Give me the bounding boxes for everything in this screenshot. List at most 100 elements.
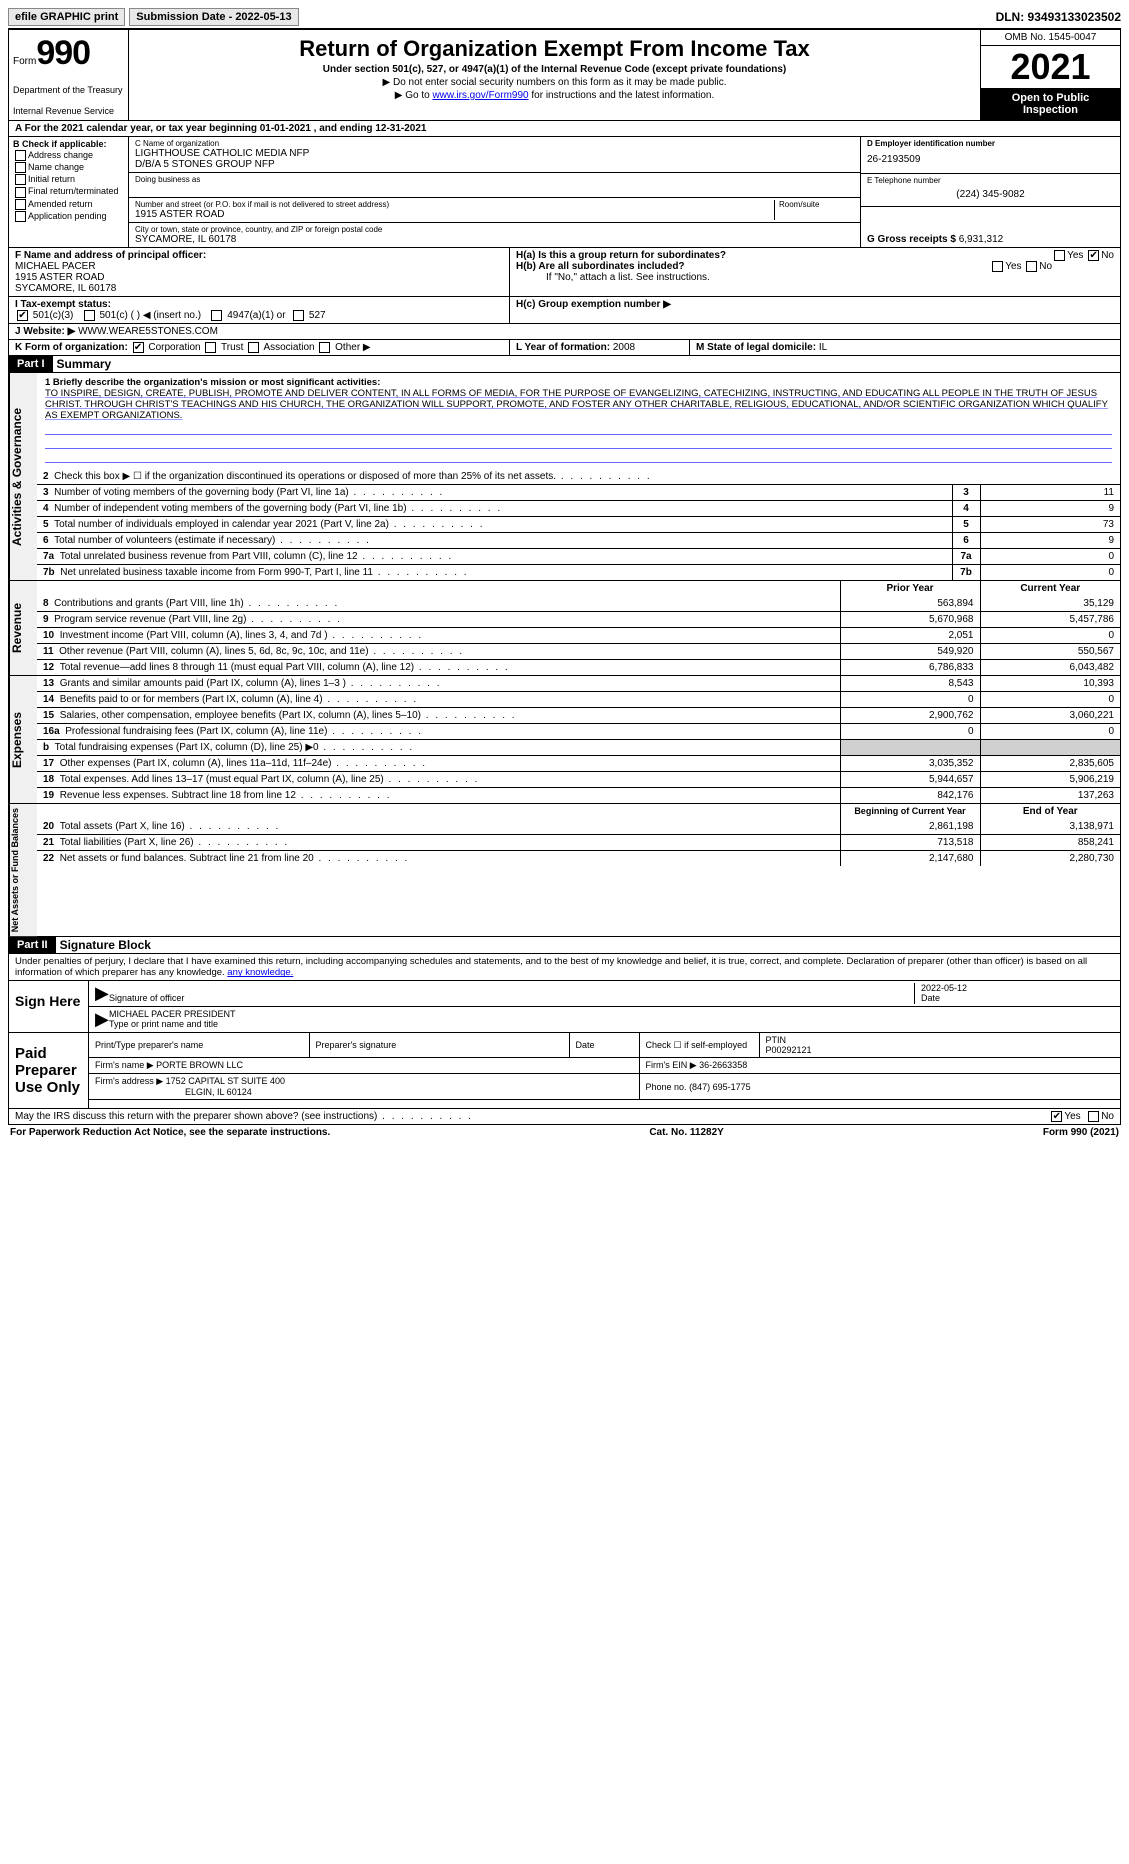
current-value: 3,060,221 (980, 708, 1120, 724)
part2-header: Part II Signature Block (8, 937, 1121, 954)
period-row: A For the 2021 calendar year, or tax yea… (8, 121, 1121, 137)
line-desc: 8 Contributions and grants (Part VIII, l… (37, 596, 840, 612)
page-footer: For Paperwork Reduction Act Notice, see … (8, 1125, 1121, 1140)
prior-value: 0 (840, 692, 980, 708)
line-desc: 7a Total unrelated business revenue from… (37, 549, 952, 565)
line-desc: 20 Total assets (Part X, line 16) (37, 819, 840, 835)
current-value: 3,138,971 (980, 819, 1120, 835)
submission-button[interactable]: Submission Date - 2022-05-13 (129, 8, 298, 26)
officer-printed: MICHAEL PACER PRESIDENT (109, 1009, 236, 1019)
street-label: Number and street (or P.O. box if mail i… (135, 200, 774, 209)
beginning-hdr: Beginning of Current Year (840, 804, 980, 819)
chk-trust[interactable] (205, 342, 216, 353)
goto-line: ▶ Go to www.irs.gov/Form990 for instruct… (137, 90, 972, 101)
chk-other[interactable] (319, 342, 330, 353)
line-desc: 9 Program service revenue (Part VIII, li… (37, 612, 840, 628)
current-value: 0 (980, 628, 1120, 644)
chk-initial-box[interactable] (15, 174, 26, 185)
part1-header: Part I Summary (8, 356, 1121, 373)
discuss-q: May the IRS discuss this return with the… (15, 1111, 473, 1122)
line-desc: 5 Total number of individuals employed i… (37, 517, 952, 533)
row-i: I Tax-exempt status: 501(c)(3) 501(c) ( … (8, 297, 1121, 324)
ptin-value: P00292121 (766, 1045, 812, 1055)
hb-yes[interactable] (992, 261, 1003, 272)
arrow-icon: ▶ (95, 1009, 109, 1030)
warning-line: ▶ Do not enter social security numbers o… (137, 77, 972, 88)
knowledge-link[interactable]: any knowledge. (227, 967, 293, 978)
line-num: 7a (952, 549, 980, 565)
row-j: J Website: ▶ WWW.WEARE5STONES.COM (8, 324, 1121, 340)
line-desc: 15 Salaries, other compensation, employe… (37, 708, 840, 724)
side-revenue: Revenue (9, 581, 37, 675)
line-value: 9 (980, 533, 1120, 549)
current-value: 0 (980, 724, 1120, 740)
rev-hdr-blank (37, 581, 840, 596)
chk-address-box[interactable] (15, 150, 26, 161)
line-desc: 3 Number of voting members of the govern… (37, 485, 952, 501)
officer-label: F Name and address of principal officer: (15, 250, 206, 261)
street-value: 1915 ASTER ROAD (135, 209, 774, 220)
sign-date: 2022-05-12 (921, 983, 967, 993)
prior-value: 5,670,968 (840, 612, 980, 628)
hb-no[interactable] (1026, 261, 1037, 272)
officer-printed-label: Type or print name and title (109, 1019, 218, 1029)
row-klm: K Form of organization: Corporation Trus… (8, 340, 1121, 356)
sign-here-block: Sign Here ▶ Signature of officer 2022-05… (8, 981, 1121, 1033)
gross-label: G Gross receipts $ (867, 234, 956, 245)
lbl-other: Other ▶ (335, 342, 370, 353)
line-desc: 10 Investment income (Part VIII, column … (37, 628, 840, 644)
efile-button[interactable]: efile GRAPHIC print (8, 8, 125, 26)
firm-name-label: Firm's name ▶ (95, 1060, 154, 1070)
ha-label: H(a) Is this a group return for subordin… (516, 250, 726, 261)
line-desc: 19 Revenue less expenses. Subtract line … (37, 788, 840, 804)
current-value: 137,263 (980, 788, 1120, 804)
discuss-no[interactable] (1088, 1111, 1099, 1122)
ha-yes[interactable] (1054, 250, 1065, 261)
line-value: 73 (980, 517, 1120, 533)
ha-no[interactable] (1088, 250, 1099, 261)
chk-pending-lbl: Application pending (28, 211, 107, 221)
form-title: Return of Organization Exempt From Incom… (137, 36, 972, 62)
phone-value: (224) 345-9082 (867, 185, 1114, 204)
line-num: 6 (952, 533, 980, 549)
discuss-yes[interactable] (1051, 1111, 1062, 1122)
line-desc: 22 Net assets or fund balances. Subtract… (37, 851, 840, 867)
chk-assoc[interactable] (248, 342, 259, 353)
chk-amended: Amended return (13, 199, 124, 210)
prior-value: 549,920 (840, 644, 980, 660)
chk-527[interactable] (293, 310, 304, 321)
line-desc: 7b Net unrelated business taxable income… (37, 565, 952, 581)
form-subtitle: Under section 501(c), 527, or 4947(a)(1)… (137, 64, 972, 75)
chk-4947[interactable] (211, 310, 222, 321)
lbl-assoc: Association (263, 342, 314, 353)
chk-pending-box[interactable] (15, 211, 26, 222)
tax-status-label: I Tax-exempt status: (15, 299, 111, 310)
preparer-title: Paid Preparer Use Only (9, 1033, 89, 1108)
line-desc: 17 Other expenses (Part IX, column (A), … (37, 756, 840, 772)
ha-no-lbl: No (1101, 250, 1114, 261)
chk-amended-box[interactable] (15, 199, 26, 210)
line-desc: 21 Total liabilities (Part X, line 26) (37, 835, 840, 851)
current-value: 0 (980, 692, 1120, 708)
website-label: J Website: ▶ (15, 326, 75, 337)
side-netassets: Net Assets or Fund Balances (9, 804, 37, 936)
form-word: Form (13, 56, 36, 67)
website-value: WWW.WEARE5STONES.COM (78, 326, 218, 337)
form990-link[interactable]: www.irs.gov/Form990 (432, 90, 528, 101)
prep-self-hdr: Check ☐ if self-employed (639, 1033, 759, 1058)
room-label: Room/suite (779, 200, 854, 209)
chk-final-box[interactable] (15, 187, 26, 198)
chk-corp[interactable] (133, 342, 144, 353)
form-org-label: K Form of organization: (15, 342, 128, 353)
chk-initial-lbl: Initial return (28, 174, 75, 184)
chk-501c[interactable] (84, 310, 95, 321)
ha-yes-lbl: Yes (1067, 250, 1083, 261)
lbl-corp: Corporation (148, 342, 200, 353)
chk-name-box[interactable] (15, 162, 26, 173)
revenue-table: Prior YearCurrent Year 8 Contributions a… (37, 581, 1120, 675)
prior-value: 6,786,833 (840, 660, 980, 676)
prior-value: 2,051 (840, 628, 980, 644)
chk-501c3[interactable] (17, 310, 28, 321)
hb-note: If "No," attach a list. See instructions… (516, 272, 1114, 283)
line-num: 7b (952, 565, 980, 581)
